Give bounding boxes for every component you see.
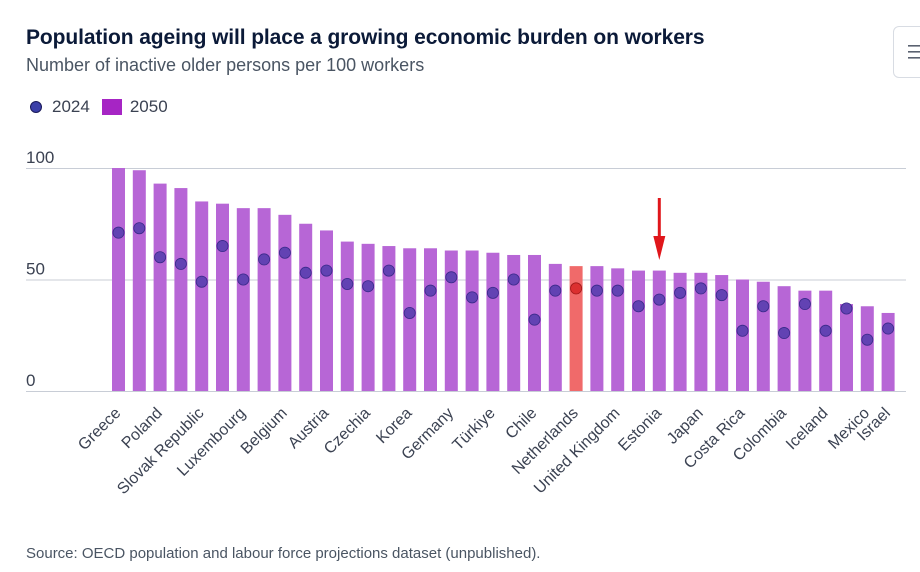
- bar-2050: [694, 272, 708, 391]
- y-tick-label: 50: [26, 260, 45, 279]
- bar-2050: [860, 306, 874, 391]
- x-tick-label: Iceland: [783, 405, 832, 454]
- bar-2050: [486, 252, 500, 391]
- x-tick-label: Czechia: [321, 405, 374, 458]
- bar-2050: [548, 263, 562, 391]
- dot-2024: [258, 253, 271, 266]
- x-tick-label: Belgium: [238, 405, 291, 458]
- dot-2024: [154, 251, 167, 264]
- legend-dot-marker: [30, 101, 42, 113]
- dot-2024: [840, 302, 853, 315]
- chart-legend: 2024 2050: [30, 97, 180, 117]
- legend-item-2024[interactable]: 2024: [30, 97, 90, 117]
- dot-2024: [674, 286, 687, 299]
- dot-2024: [216, 240, 229, 253]
- dot-2024: [861, 333, 874, 346]
- x-tick-label: Türkiye: [450, 405, 499, 454]
- dot-2024: [320, 264, 333, 277]
- bar-2050: [382, 246, 396, 391]
- dot-2024: [611, 284, 624, 297]
- bar-2050: [299, 223, 313, 391]
- bar-2050: [611, 268, 625, 391]
- dot-2024: [507, 273, 520, 286]
- hamburger-menu-icon: [908, 45, 920, 59]
- dot-2024: [819, 324, 832, 337]
- bar-2050: [132, 170, 146, 391]
- dot-2024: [237, 273, 250, 286]
- bar-2050: [236, 208, 250, 391]
- x-tick-label: Greece: [75, 405, 124, 454]
- dot-2024: [403, 306, 416, 319]
- bar-2050: [153, 183, 167, 391]
- x-tick-label: Chile: [503, 405, 541, 443]
- bar-2050: [798, 290, 812, 391]
- dot-2024: [570, 282, 583, 295]
- bar-2050: [652, 270, 666, 391]
- dot-2024: [715, 289, 728, 302]
- bar-2050: [278, 214, 292, 391]
- dot-2024: [632, 300, 645, 313]
- dot-2024: [341, 277, 354, 290]
- y-tick-label: 0: [26, 371, 35, 390]
- bar-2050: [756, 281, 770, 391]
- legend-label-2024: 2024: [52, 97, 90, 116]
- chart-title: Population ageing will place a growing e…: [26, 26, 705, 49]
- source-note: Source: OECD population and labour force…: [26, 545, 541, 562]
- legend-label-2050: 2050: [129, 97, 168, 116]
- bar-2050: [403, 248, 417, 391]
- bar-2050: [590, 266, 604, 391]
- dot-2024: [590, 284, 603, 297]
- dot-2024: [382, 264, 395, 277]
- dot-2024: [882, 322, 895, 335]
- bar-2050: [424, 248, 437, 391]
- dot-2024: [299, 266, 312, 279]
- dot-2024: [424, 284, 437, 297]
- bar-2050: [819, 290, 833, 391]
- bar-2050: [216, 203, 229, 391]
- bar-2050: [840, 304, 853, 391]
- dot-2024: [694, 282, 707, 295]
- bar-2050: [632, 270, 645, 391]
- dot-2024: [278, 246, 291, 259]
- dot-2024: [133, 222, 146, 235]
- y-tick-label: 100: [26, 148, 54, 167]
- dot-2024: [757, 300, 770, 313]
- annotation-arrow-head: [653, 236, 666, 260]
- legend-bar-marker: [101, 99, 122, 115]
- chart-subtitle: Number of inactive older persons per 100…: [26, 55, 425, 75]
- dot-2024: [528, 313, 541, 326]
- dot-2024: [466, 291, 479, 304]
- dot-2024: [798, 298, 811, 311]
- bar-2050: [507, 254, 521, 391]
- dot-2024: [653, 293, 666, 306]
- bar-2050: [465, 250, 479, 391]
- bar-2050: [715, 275, 729, 391]
- chart-menu-button[interactable]: [893, 26, 920, 78]
- bar-2050: [320, 230, 333, 391]
- x-tick-label: Estonia: [615, 405, 665, 455]
- dot-2024: [736, 324, 749, 337]
- bar-2050: [361, 243, 375, 391]
- bar-2050: [112, 168, 125, 391]
- dot-2024: [549, 284, 562, 297]
- dot-2024: [362, 280, 375, 293]
- dot-2024: [195, 275, 208, 288]
- bar-2050: [174, 188, 188, 391]
- bar-2050: [257, 208, 271, 391]
- bar-2050: [340, 241, 354, 391]
- dot-2024: [445, 271, 458, 284]
- dot-2024: [112, 226, 125, 239]
- dot-2024: [486, 286, 499, 299]
- bar-2050: [673, 272, 687, 391]
- bar-2050: [569, 266, 583, 391]
- dot-2024: [174, 257, 187, 270]
- bar-2050: [444, 250, 458, 391]
- legend-item-2050[interactable]: 2050: [101, 97, 168, 117]
- dot-2024: [778, 327, 791, 340]
- bar-2050: [195, 201, 209, 391]
